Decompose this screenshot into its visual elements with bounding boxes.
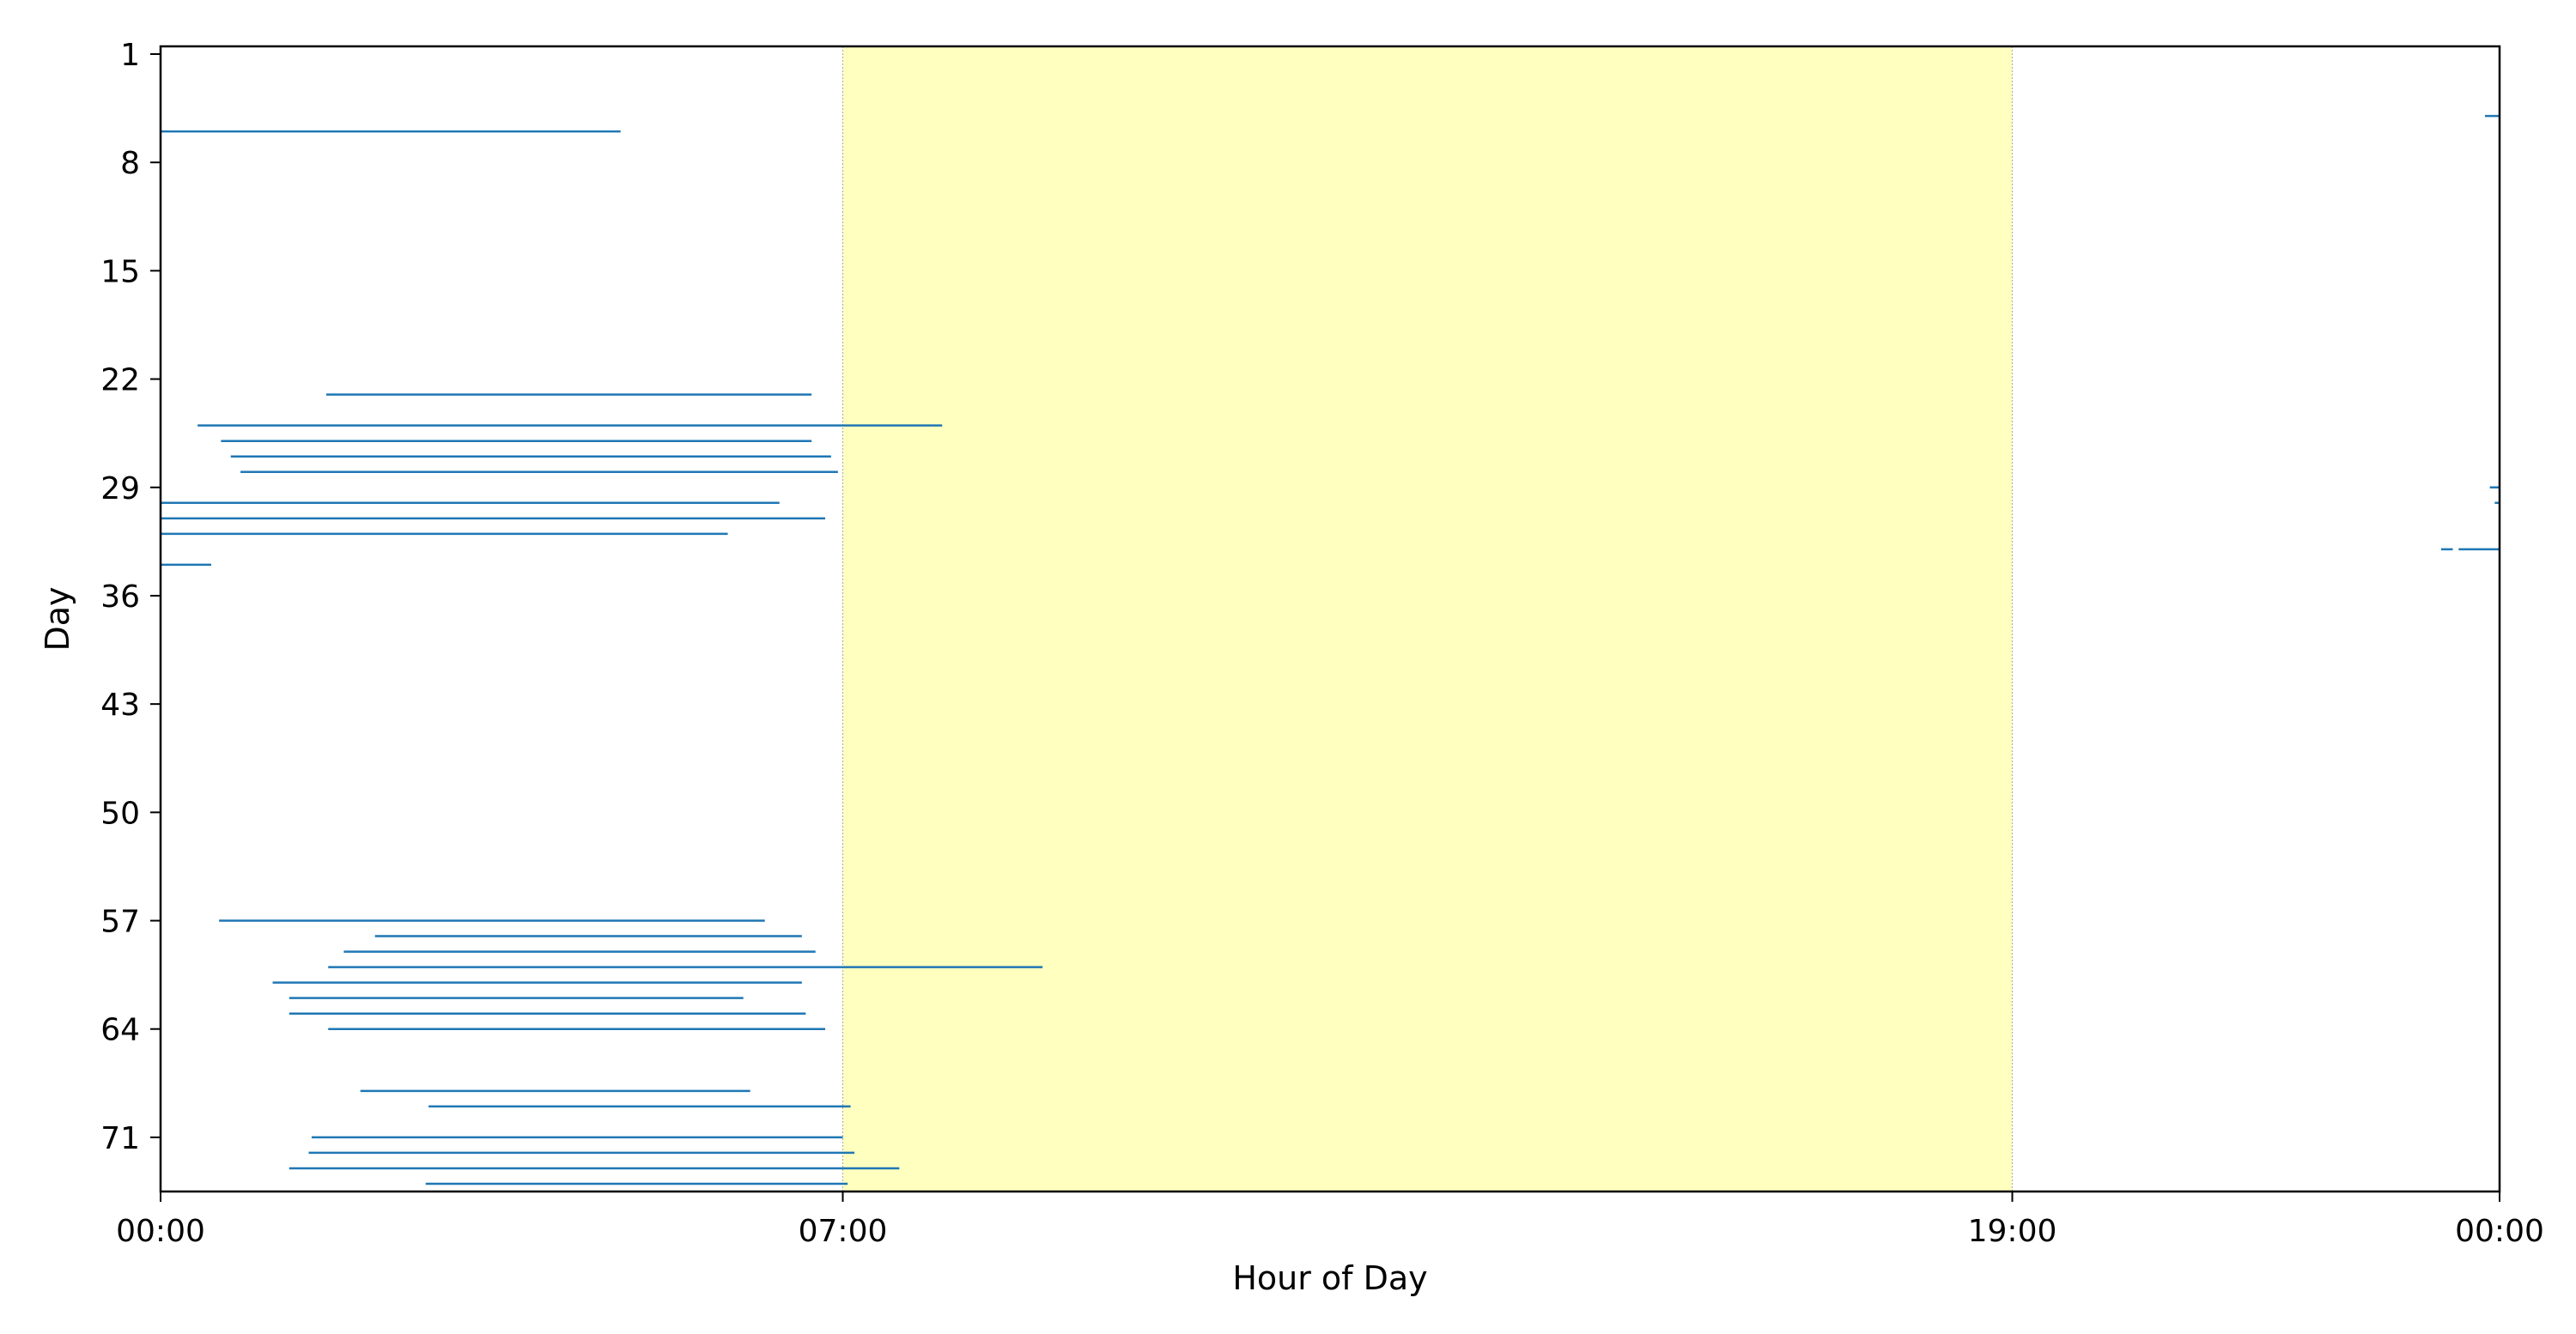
y-tick-label: 1 [120,38,140,73]
y-tick-label: 43 [100,688,140,723]
y-tick-label: 15 [100,254,140,289]
y-tick-label: 50 [100,796,140,831]
x-tick-label: 07:00 [799,1214,888,1249]
x-axis-ticks: 00:00 07:00 19:00 00:00 [116,1192,2544,1249]
x-tick-label: 00:00 [2455,1214,2544,1249]
y-axis-label: Day [39,586,76,651]
plot-frame [159,45,2501,1193]
daytime-band [842,46,2013,1192]
y-tick-label: 57 [100,905,140,940]
y-tick-label: 64 [100,1013,140,1048]
y-tick-label: 8 [120,146,140,181]
x-axis-label: Hour of Day [1232,1259,1427,1297]
daytime-band-layer [841,46,2014,1192]
y-tick-label: 22 [100,363,140,398]
y-tick-label: 29 [100,471,140,506]
y-tick-label: 36 [100,579,140,615]
y-tick-label: 71 [100,1121,140,1156]
y-axis-ticks: 1 8 15 22 29 36 43 50 57 64 71 [100,38,161,1156]
segments-layer [161,114,2500,1185]
x-tick-label: 19:00 [1968,1214,2057,1249]
x-tick-label: 00:00 [116,1214,205,1249]
